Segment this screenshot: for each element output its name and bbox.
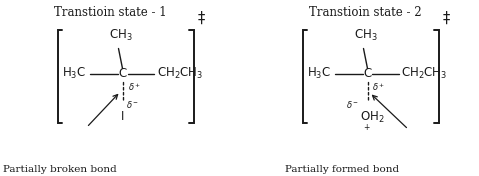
Text: $\mathrm{C}$: $\mathrm{C}$ — [363, 67, 372, 80]
Text: $\mathrm{CH_3}$: $\mathrm{CH_3}$ — [354, 28, 377, 43]
Text: $\delta^+$: $\delta^+$ — [373, 81, 386, 93]
Text: Transtioin state - 1: Transtioin state - 1 — [54, 6, 166, 19]
Text: $\mathrm{H_3C}$: $\mathrm{H_3C}$ — [62, 66, 87, 81]
Text: $\delta^+$: $\delta^+$ — [127, 81, 141, 93]
Text: $\mathrm{I}$: $\mathrm{I}$ — [120, 109, 125, 122]
Text: $\delta^-$: $\delta^-$ — [125, 99, 139, 111]
Text: Partially formed bond: Partially formed bond — [285, 165, 399, 174]
Text: $\mathrm{CH_2CH_3}$: $\mathrm{CH_2CH_3}$ — [401, 66, 448, 81]
Text: $\delta^-$: $\delta^-$ — [346, 99, 360, 111]
Text: $+$: $+$ — [363, 121, 370, 131]
Text: $\mathrm{OH_2}$: $\mathrm{OH_2}$ — [360, 109, 385, 125]
Text: $\mathrm{CH_2CH_3}$: $\mathrm{CH_2CH_3}$ — [157, 66, 203, 81]
Text: $\mathrm{C}$: $\mathrm{C}$ — [118, 67, 127, 80]
Text: $\ddagger$: $\ddagger$ — [442, 10, 451, 27]
Text: $\mathrm{CH_3}$: $\mathrm{CH_3}$ — [109, 28, 132, 43]
Text: Transtioin state - 2: Transtioin state - 2 — [308, 6, 422, 19]
Text: $\ddagger$: $\ddagger$ — [197, 10, 206, 27]
Text: $\mathrm{H_3C}$: $\mathrm{H_3C}$ — [308, 66, 331, 81]
Text: Partially broken bond: Partially broken bond — [3, 165, 117, 174]
